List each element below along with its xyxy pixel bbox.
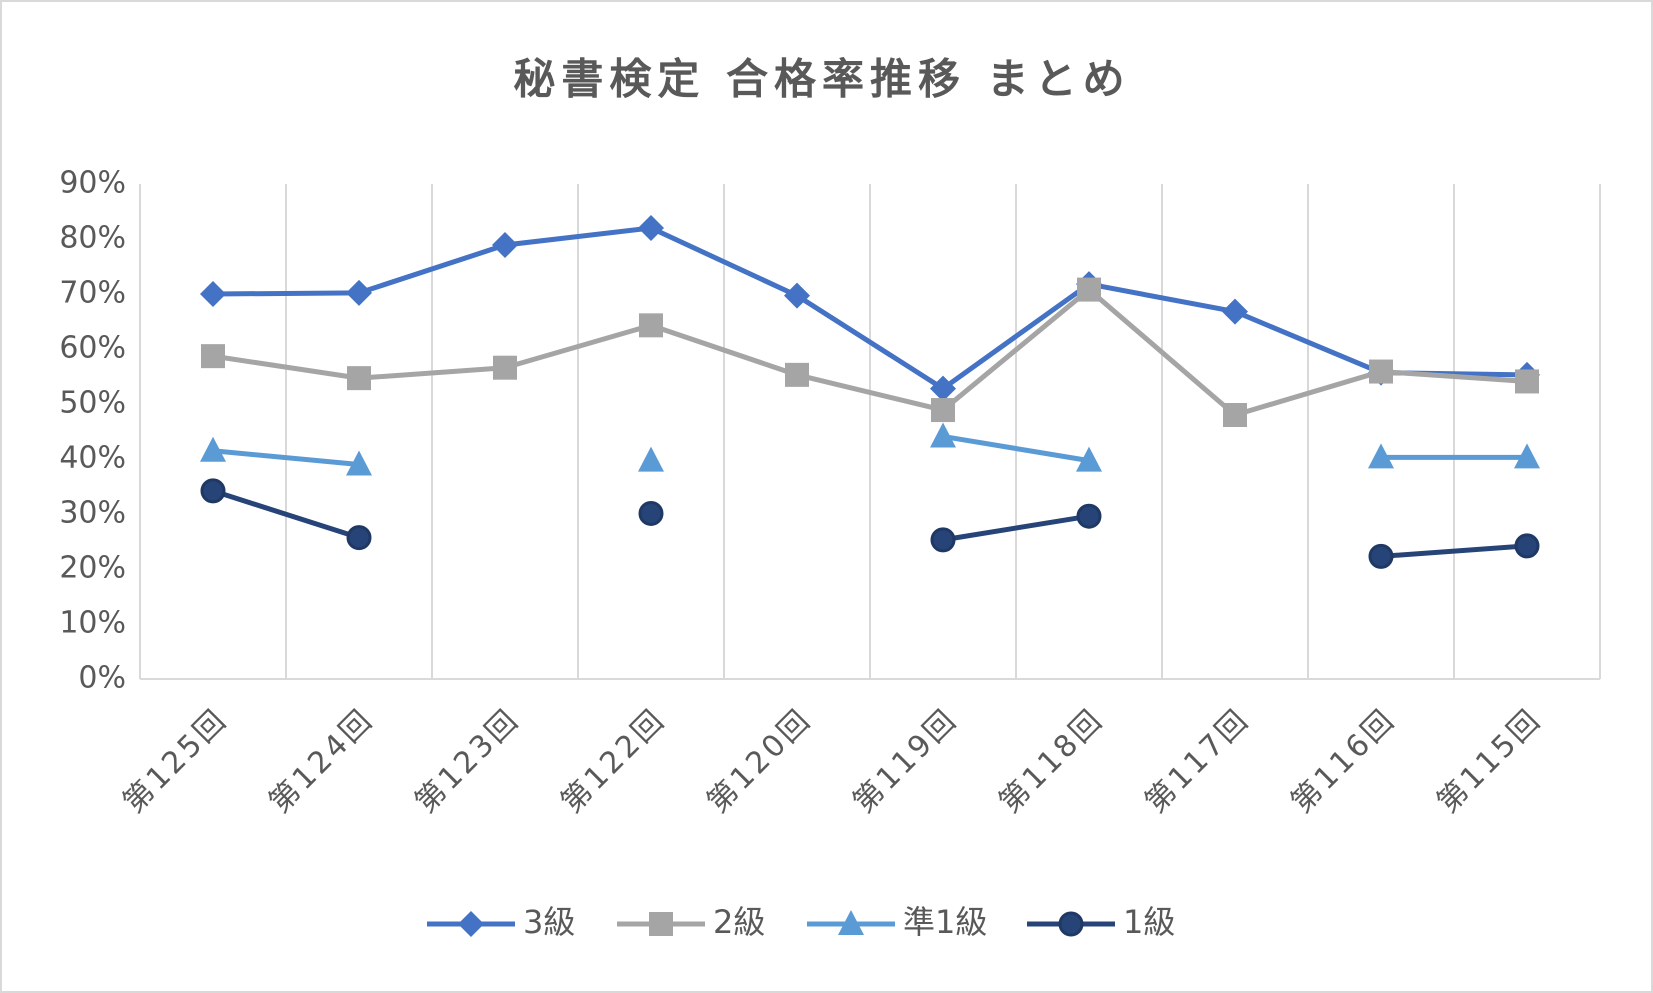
marker — [930, 375, 956, 402]
series-line — [212, 225, 1528, 392]
marker — [347, 366, 371, 391]
marker — [649, 912, 673, 936]
marker — [200, 436, 226, 462]
marker — [201, 344, 225, 369]
marker — [1369, 359, 1393, 384]
y-tick-label: 60% — [59, 331, 126, 366]
marker — [1368, 543, 1394, 569]
marker — [493, 355, 517, 380]
legend-item: 1級 — [1027, 903, 1175, 941]
legend-label: 2級 — [713, 903, 765, 941]
y-tick-label: 70% — [59, 276, 126, 311]
marker — [200, 478, 226, 504]
y-tick-label: 20% — [59, 551, 126, 586]
marker — [1077, 277, 1101, 302]
y-tick-label: 40% — [59, 441, 126, 476]
marker — [1076, 446, 1102, 472]
marker — [492, 232, 518, 259]
marker — [784, 282, 810, 309]
marker — [1514, 533, 1540, 559]
marker — [639, 313, 663, 338]
marker — [200, 281, 226, 307]
y-tick-label: 0% — [78, 661, 126, 696]
marker — [458, 911, 484, 937]
y-tick-label: 80% — [59, 221, 126, 256]
legend-label: 3級 — [523, 903, 575, 941]
chart-title: 秘書検定 合格率推移 まとめ — [513, 55, 1130, 104]
marker — [1058, 911, 1084, 937]
marker — [346, 450, 372, 476]
marker — [785, 362, 809, 387]
series-line — [212, 287, 1528, 418]
y-tick-label: 30% — [59, 496, 126, 531]
legend-label: 1級 — [1123, 903, 1175, 941]
marker — [930, 422, 956, 448]
marker — [638, 215, 664, 241]
y-tick-label: 90% — [59, 166, 126, 201]
y-tick-label: 10% — [59, 606, 126, 641]
marker — [930, 527, 956, 553]
series-line — [212, 488, 1528, 559]
marker — [1222, 298, 1248, 325]
series-line — [212, 433, 1527, 467]
marker — [638, 446, 664, 472]
marker — [1514, 443, 1540, 469]
marker — [346, 279, 372, 306]
legend-item: 3級 — [427, 903, 575, 941]
marker — [1368, 443, 1394, 469]
marker — [838, 910, 864, 935]
marker — [1223, 403, 1247, 427]
legend-label: 準1級 — [903, 903, 987, 941]
marker — [931, 398, 955, 423]
y-tick-label: 50% — [59, 386, 126, 421]
marker — [1076, 503, 1102, 529]
marker — [1515, 369, 1539, 394]
legend-item: 準1級 — [807, 903, 987, 941]
legend-item: 2級 — [617, 903, 765, 941]
marker — [638, 500, 664, 526]
marker — [346, 525, 372, 551]
